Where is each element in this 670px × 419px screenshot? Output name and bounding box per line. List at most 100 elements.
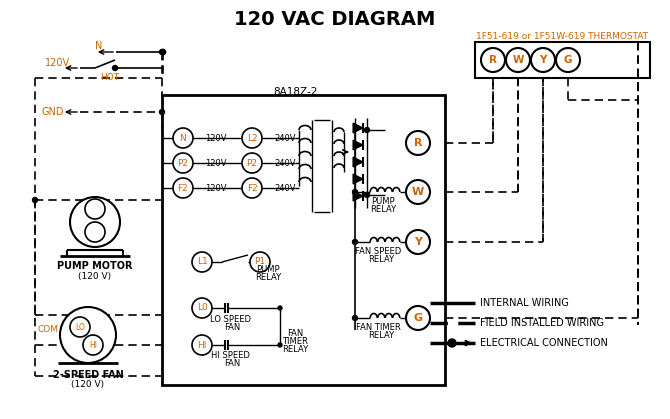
- Text: RELAY: RELAY: [282, 344, 308, 354]
- Circle shape: [406, 230, 430, 254]
- Circle shape: [406, 180, 430, 204]
- Text: RELAY: RELAY: [370, 204, 396, 214]
- Circle shape: [242, 128, 262, 148]
- Circle shape: [278, 306, 282, 310]
- Text: Y: Y: [414, 237, 422, 247]
- Circle shape: [113, 65, 117, 70]
- Text: 1F51-619 or 1F51W-619 THERMOSTAT: 1F51-619 or 1F51W-619 THERMOSTAT: [476, 32, 648, 41]
- Text: HI: HI: [89, 341, 97, 349]
- Text: 120V: 120V: [205, 158, 226, 168]
- Circle shape: [506, 48, 530, 72]
- Text: RELAY: RELAY: [368, 331, 394, 339]
- Text: INTERNAL WIRING: INTERNAL WIRING: [480, 298, 569, 308]
- Text: L2: L2: [247, 134, 257, 142]
- Text: FAN: FAN: [224, 323, 240, 331]
- Circle shape: [352, 240, 358, 245]
- Circle shape: [173, 153, 193, 173]
- Text: 2-SPEED FAN: 2-SPEED FAN: [53, 370, 123, 380]
- Circle shape: [556, 48, 580, 72]
- Text: TIMER: TIMER: [282, 336, 308, 346]
- Text: F2: F2: [178, 184, 188, 192]
- Circle shape: [159, 109, 165, 114]
- Circle shape: [278, 343, 282, 347]
- Circle shape: [60, 307, 116, 363]
- Circle shape: [70, 317, 90, 337]
- Circle shape: [364, 127, 369, 132]
- Circle shape: [192, 252, 212, 272]
- Circle shape: [448, 339, 456, 347]
- Text: P2: P2: [178, 158, 188, 168]
- Text: RELAY: RELAY: [255, 274, 281, 282]
- Circle shape: [531, 48, 555, 72]
- Text: FAN: FAN: [224, 360, 240, 368]
- Bar: [475, 42, 650, 78]
- Polygon shape: [353, 123, 363, 133]
- Text: G: G: [563, 55, 572, 65]
- Circle shape: [159, 49, 165, 54]
- Text: N: N: [95, 41, 103, 51]
- Polygon shape: [353, 191, 363, 201]
- Text: PUMP MOTOR: PUMP MOTOR: [57, 261, 133, 271]
- Circle shape: [173, 128, 193, 148]
- Circle shape: [352, 189, 358, 194]
- Text: F2: F2: [247, 184, 257, 192]
- Text: ELECTRICAL CONNECTION: ELECTRICAL CONNECTION: [480, 338, 608, 348]
- Text: 240V: 240V: [274, 158, 295, 168]
- Circle shape: [250, 252, 270, 272]
- Text: PUMP: PUMP: [371, 197, 395, 205]
- Text: 120 VAC DIAGRAM: 120 VAC DIAGRAM: [234, 10, 436, 29]
- Text: FIELD INSTALLED WIRING: FIELD INSTALLED WIRING: [480, 318, 604, 328]
- Circle shape: [192, 335, 212, 355]
- Text: L0: L0: [196, 303, 208, 313]
- Circle shape: [481, 48, 505, 72]
- Circle shape: [85, 222, 105, 242]
- Text: G: G: [413, 313, 423, 323]
- Text: LO SPEED: LO SPEED: [210, 315, 251, 323]
- Text: HI SPEED: HI SPEED: [210, 352, 249, 360]
- Text: 240V: 240V: [274, 134, 295, 142]
- Text: 120V: 120V: [205, 134, 226, 142]
- Polygon shape: [353, 140, 363, 150]
- Polygon shape: [353, 157, 363, 167]
- Text: GND: GND: [42, 107, 64, 117]
- Text: HI: HI: [197, 341, 206, 349]
- Text: (120 V): (120 V): [72, 380, 105, 390]
- Text: R: R: [414, 138, 422, 148]
- Text: N: N: [180, 134, 186, 142]
- Text: W: W: [412, 187, 424, 197]
- Text: 8A18Z-2: 8A18Z-2: [273, 87, 317, 97]
- Text: FAN: FAN: [287, 328, 303, 337]
- Circle shape: [364, 192, 369, 197]
- Circle shape: [85, 199, 105, 219]
- Text: 120V: 120V: [205, 184, 226, 192]
- Circle shape: [352, 316, 358, 321]
- Text: P1: P1: [255, 258, 265, 266]
- Text: COM: COM: [38, 326, 59, 334]
- Text: W: W: [513, 55, 524, 65]
- Text: LO: LO: [75, 323, 85, 331]
- Text: P2: P2: [247, 158, 257, 168]
- Text: FAN TIMER: FAN TIMER: [356, 323, 401, 331]
- Circle shape: [242, 178, 262, 198]
- Text: 120V: 120V: [45, 58, 70, 68]
- Circle shape: [242, 153, 262, 173]
- Circle shape: [33, 197, 38, 202]
- Circle shape: [173, 178, 193, 198]
- Text: R: R: [489, 55, 497, 65]
- Circle shape: [161, 49, 165, 54]
- Circle shape: [70, 197, 120, 247]
- Circle shape: [406, 131, 430, 155]
- Text: 240V: 240V: [274, 184, 295, 192]
- Text: RELAY: RELAY: [368, 254, 394, 264]
- Circle shape: [161, 49, 165, 54]
- Bar: [162, 95, 445, 385]
- Text: Y: Y: [539, 55, 547, 65]
- Circle shape: [83, 335, 103, 355]
- Text: HOT: HOT: [100, 72, 119, 82]
- Text: L1: L1: [196, 258, 208, 266]
- Text: FAN SPEED: FAN SPEED: [355, 246, 401, 256]
- Polygon shape: [353, 174, 363, 184]
- Text: PUMP: PUMP: [256, 266, 280, 274]
- Text: (120 V): (120 V): [78, 272, 112, 280]
- Circle shape: [192, 298, 212, 318]
